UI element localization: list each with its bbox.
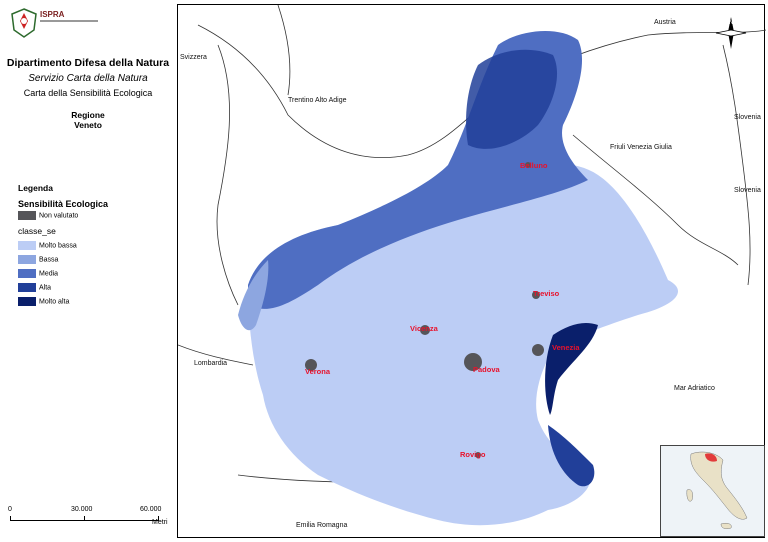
- scale-tick: [158, 516, 159, 521]
- legend-subtitle: Sensibilità Ecologica: [18, 199, 109, 209]
- legend-label: Bassa: [39, 256, 59, 264]
- label-mar-adriatico: Mar Adriatico: [674, 385, 715, 392]
- legend-item-molto-alta: Molto alta: [18, 297, 69, 307]
- legend-panel: ISPRA Dipartimento Difesa della Natura S…: [0, 0, 176, 542]
- legend-swatch: [18, 255, 36, 264]
- scale-label: 0: [8, 506, 12, 513]
- label-slovenia-south: Slovenia: [734, 187, 761, 194]
- italy-inset-canvas: [686, 451, 748, 530]
- legend-swatch: [18, 297, 36, 306]
- scale-unit: Metri: [152, 519, 168, 526]
- label-austria: Austria: [654, 19, 676, 26]
- legend-swatch: [18, 241, 36, 250]
- scale-label: 30.000: [71, 506, 93, 513]
- city-label-venezia: Venezia: [552, 343, 580, 352]
- logo-subtitle-line: [40, 20, 98, 22]
- label-lombardia: Lombardia: [194, 360, 228, 367]
- legend-title: Legenda: [18, 183, 53, 193]
- north-arrow-label: N: [729, 20, 733, 26]
- city-label-vicenza: Vicenza: [410, 324, 438, 333]
- italy-inset-map: [660, 445, 765, 537]
- city-label-verona: Verona: [305, 367, 331, 376]
- scale-label: 60.000: [140, 506, 162, 513]
- legend-label: Molto bassa: [39, 242, 77, 250]
- map-title: Carta della Sensibilità Ecologica: [23, 88, 153, 98]
- region-name: Veneto: [74, 120, 102, 130]
- legend-swatch: [18, 283, 36, 292]
- scale-bar: 0 30.000 60.000 Metri: [8, 506, 176, 534]
- label-friuli-venezia-giulia: Friuli Venezia Giulia: [610, 144, 672, 151]
- class-alta-area: [466, 49, 558, 149]
- legend-label: Alta: [39, 284, 52, 292]
- label-emilia-romagna: Emilia Romagna: [296, 522, 348, 529]
- city-label-rovigo: Rovigo: [460, 450, 486, 459]
- legend-item-molto-bassa: Molto bassa: [18, 241, 77, 251]
- legend-label: Non valutato: [39, 212, 79, 220]
- class-bassa-area: [238, 260, 269, 331]
- class-non-valutato-areas: [305, 162, 544, 458]
- class-molto-alta-area: [545, 323, 598, 415]
- legend-swatch: [18, 211, 36, 220]
- label-trentino-alto-adige: Trentino Alto Adige: [288, 97, 347, 104]
- logo-text: ISPRA: [40, 10, 65, 19]
- city-label-belluno: Belluno: [520, 161, 548, 170]
- label-slovenia-north: Slovenia: [734, 114, 761, 121]
- north-arrow-icon: N: [715, 17, 747, 49]
- service-title: Servizio Carta della Natura: [28, 73, 148, 84]
- legend-label: Molto alta: [39, 298, 70, 306]
- legend-item-non-valutato: Non valutato: [18, 211, 78, 221]
- legend-item-media: Media: [18, 269, 58, 279]
- ispra-emblem-icon: [11, 8, 37, 38]
- legend-field: classe_se: [18, 226, 56, 236]
- class-alta-coastal-area: [548, 425, 595, 487]
- city-label-treviso: Treviso: [533, 289, 560, 298]
- department-title: Dipartimento Difesa della Natura: [6, 57, 170, 69]
- legend-item-bassa: Bassa: [18, 255, 58, 265]
- veneto-region: [238, 30, 678, 526]
- legend-item-alta: Alta: [18, 283, 51, 293]
- scale-tick: [84, 516, 85, 521]
- city-label-padova: Padova: [473, 365, 500, 374]
- legend-label: Media: [39, 270, 59, 278]
- label-svizzera: Svizzera: [180, 54, 207, 61]
- legend-swatch: [18, 269, 36, 278]
- map-canvas[interactable]: [178, 5, 766, 539]
- scale-tick: [10, 516, 11, 521]
- map-frame[interactable]: Austria Svizzera Trentino Alto Adige Fri…: [177, 4, 766, 539]
- region-label: Regione: [71, 110, 105, 120]
